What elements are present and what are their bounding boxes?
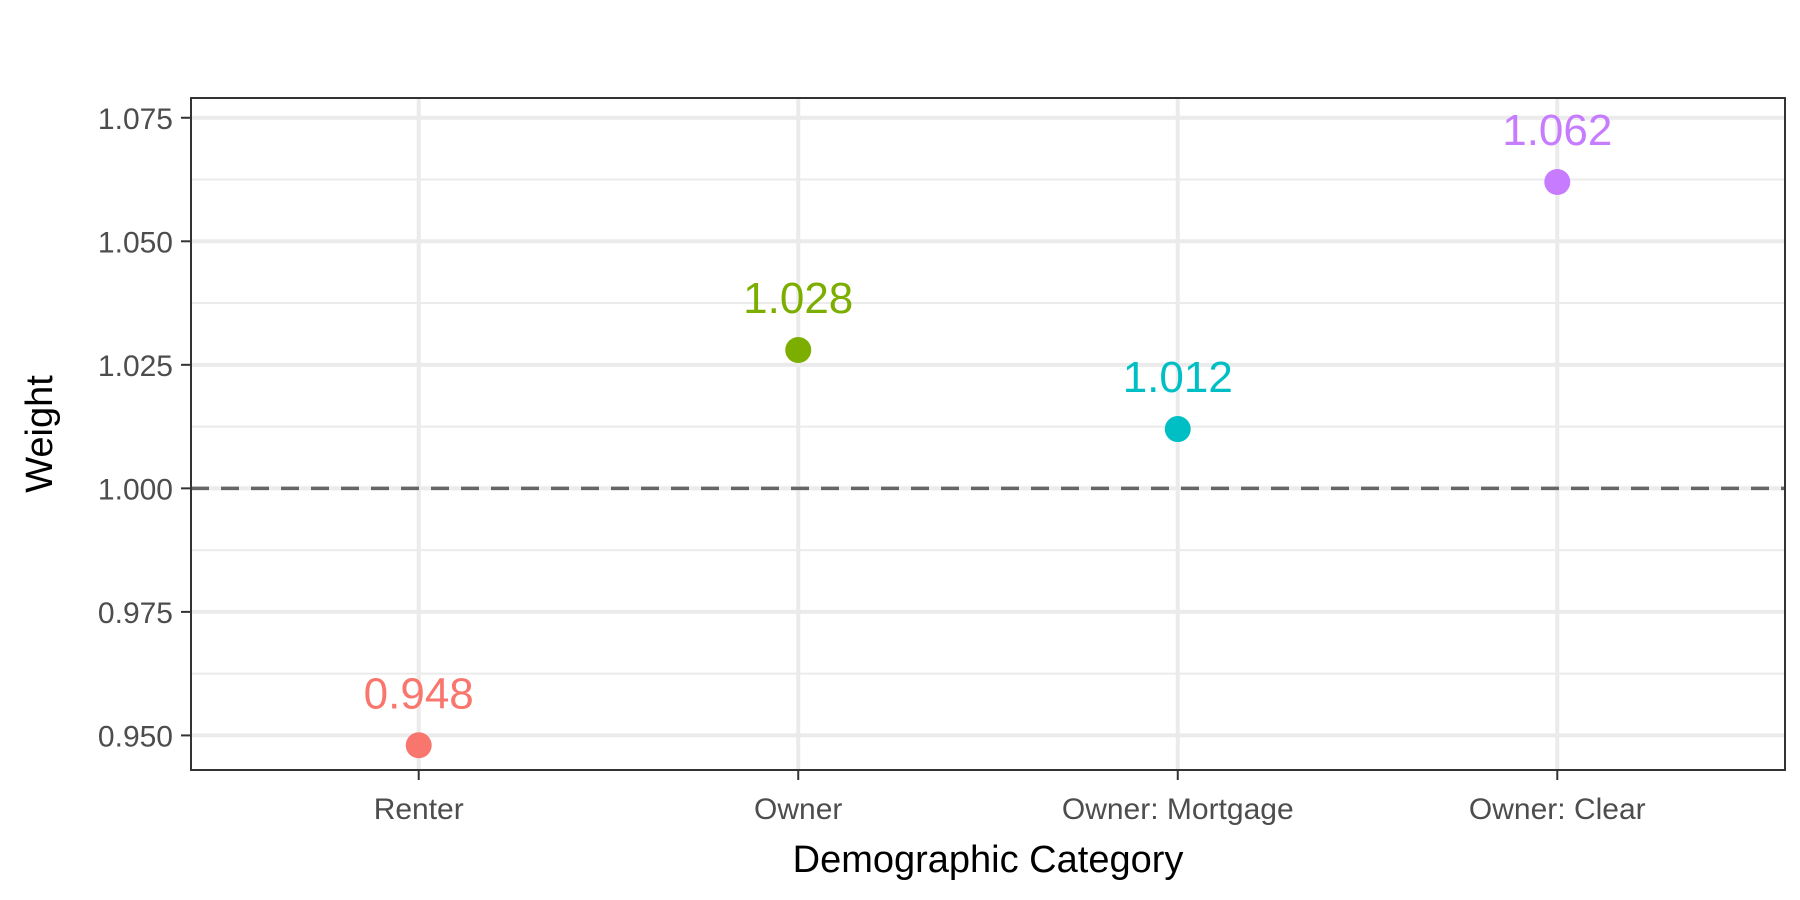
x-tick-label: Owner — [754, 793, 842, 826]
y-tick-label: 0.950 — [98, 720, 173, 753]
panel-border — [190, 97, 1786, 771]
y-tick-label: 1.075 — [98, 103, 173, 136]
y-tick-label: 1.000 — [98, 473, 173, 506]
data-point — [405, 732, 432, 759]
data-point — [1544, 169, 1571, 195]
data-label: 1.012 — [1123, 353, 1233, 402]
x-tick-label: Renter — [374, 793, 464, 826]
points-layer — [405, 169, 1571, 759]
y-axis-title: Weight — [19, 375, 61, 493]
data-label: 1.028 — [743, 274, 853, 323]
x-tick-label: Owner: Mortgage — [1062, 793, 1294, 826]
data-labels-layer: 0.948 1.028 1.012 1.062 — [364, 106, 1613, 718]
y-tick-label: 0.975 — [98, 597, 173, 630]
data-label: 1.062 — [1502, 106, 1612, 155]
data-point — [1164, 416, 1191, 443]
y-tick-label: 1.050 — [98, 226, 173, 259]
y-tick-label: 1.025 — [98, 350, 173, 383]
data-point — [785, 337, 812, 363]
data-label: 0.948 — [364, 669, 474, 718]
x-tick-label: Owner: Clear — [1469, 793, 1646, 826]
axis-layer: 0.950 0.975 1.000 1.025 1.050 1.075 Renter Owne… — [98, 103, 1646, 826]
x-axis-title: Demographic Category — [793, 839, 1184, 881]
